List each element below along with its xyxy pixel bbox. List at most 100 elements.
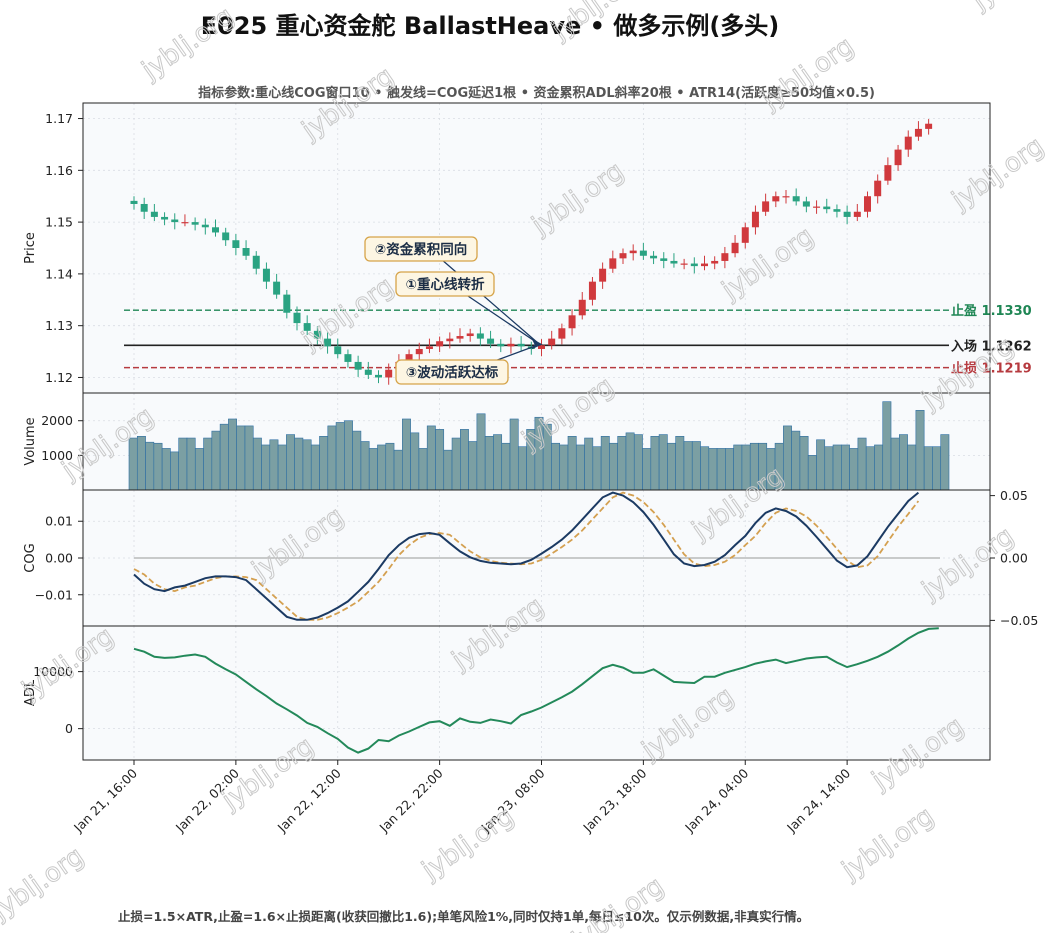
candle-body-62	[762, 201, 770, 212]
price-ytick-label-3: 1.15	[45, 215, 73, 230]
candle-body-14	[273, 281, 281, 295]
volume-bar-10	[211, 430, 221, 491]
candle-body-70	[843, 211, 851, 217]
cog-right-ytick-label-2: 0.05	[1000, 488, 1028, 503]
volume-bar-59	[617, 436, 627, 491]
annotation-box-1	[395, 271, 495, 297]
volume-bar-19	[286, 434, 295, 491]
volume-ytick-label-0: 1000	[41, 448, 73, 463]
volume-bar-85	[832, 444, 842, 491]
candle-body-40	[538, 345, 545, 349]
volume-bar-51	[551, 442, 561, 491]
volume-bar-56	[592, 446, 602, 491]
candle-body-1	[140, 203, 148, 212]
candle-body-21	[344, 354, 352, 362]
volume-bar-55	[584, 437, 594, 491]
candle-body-60	[741, 227, 749, 243]
volume-bar-82	[807, 455, 817, 491]
candle-body-17	[303, 323, 311, 331]
volume-bar-42	[476, 413, 486, 491]
candle-body-57	[711, 260, 719, 264]
volume-bar-45	[501, 442, 511, 491]
take_profit-label: 止盈 1.1330	[951, 303, 1032, 319]
candle-body-27	[405, 354, 413, 362]
candle-body-78	[925, 123, 933, 129]
candle-body-11	[242, 248, 250, 256]
volume-bar-92	[890, 437, 900, 491]
volume-bar-54	[575, 444, 585, 491]
annotation-arrowhead	[531, 338, 543, 350]
candle-body-20	[334, 346, 342, 355]
candle-body-52	[660, 258, 668, 261]
watermark-23: jyblj.org	[966, 0, 1052, 16]
volume-bar-36	[426, 425, 436, 491]
volume-bar-16	[261, 444, 271, 491]
price-ytick-label-4: 1.16	[45, 163, 73, 178]
volume-bar-60	[625, 432, 635, 491]
volume-bar-28	[360, 441, 370, 491]
volume-bar-23	[319, 436, 329, 491]
volume-bar-5	[170, 451, 179, 491]
watermark-21: jyblj.org	[0, 841, 90, 926]
volume-bar-66	[675, 436, 685, 491]
volume-bar-53	[567, 436, 577, 491]
volume-bar-84	[824, 446, 834, 491]
candle-body-56	[701, 263, 708, 267]
candle-body-32	[456, 336, 464, 339]
watermark-22: jyblj.org	[566, 871, 670, 933]
volume-bar-31	[385, 442, 395, 491]
chart-footnote: 止损=1.5×ATR,止盈=1.6×止损距离(收获回撤比1.6);单笔风险1%,…	[118, 909, 810, 924]
candle-body-77	[914, 128, 922, 137]
candle-body-28	[415, 348, 423, 355]
candle-body-3	[161, 216, 169, 220]
candle-body-10	[232, 240, 240, 248]
cog-left-ytick-label-2: 0.01	[45, 514, 73, 529]
candle-body-63	[772, 196, 780, 202]
candle-body-74	[884, 165, 892, 181]
volume-bar-3	[153, 442, 163, 491]
volume-bar-57	[600, 436, 610, 491]
volume-bar-94	[907, 444, 917, 491]
candle-body-72	[864, 196, 871, 212]
candle-body-13	[262, 268, 270, 282]
candle-body-41	[548, 338, 556, 346]
candle-body-24	[375, 374, 382, 378]
candle-body-31	[446, 338, 454, 342]
annotation-arrow-2	[491, 343, 540, 363]
candle-body-66	[802, 201, 810, 207]
candle-body-67	[813, 206, 821, 208]
candle-body-34	[476, 333, 484, 339]
volume-bar-39	[451, 437, 461, 491]
volume-bar-37	[435, 429, 445, 491]
candle-body-6	[191, 222, 199, 225]
volume-bar-8	[194, 448, 204, 491]
volume-bar-15	[252, 437, 262, 491]
x-tick-label-7: Jan 24, 14:00	[783, 765, 853, 835]
x-tick-label-3: Jan 22, 22:00	[376, 765, 446, 835]
volume-bar-21	[302, 439, 312, 491]
volume-bar-46	[509, 418, 519, 491]
annotation-text-1: ①重心线转折	[406, 276, 485, 293]
candle-body-16	[293, 312, 301, 324]
volume-bar-12	[228, 418, 237, 491]
candle-body-36	[497, 343, 505, 347]
x-tick-label-6: Jan 24, 04:00	[681, 765, 751, 835]
volume-bar-89	[865, 446, 875, 491]
cog-ylabel: COG	[23, 543, 38, 572]
candle-body-47	[609, 258, 617, 269]
adl-line	[133, 627, 939, 754]
volume-bar-40	[460, 429, 469, 491]
cog-left-ytick-label-1: 0.00	[45, 551, 73, 566]
x-tick-label-5: Jan 23, 18:00	[579, 765, 649, 835]
candle-body-64	[782, 196, 790, 198]
candle-body-8	[212, 227, 219, 233]
watermark-19: jyblj.org	[416, 801, 520, 886]
price-ytick-label-5: 1.17	[45, 111, 73, 126]
candle-body-37	[507, 343, 515, 347]
entry-label: 入场 1.1262	[951, 339, 1032, 354]
price-ytick-label-1: 1.13	[45, 318, 73, 333]
volume-bar-68	[691, 441, 701, 491]
volume-bar-18	[277, 444, 287, 491]
volume-bar-13	[236, 425, 246, 491]
